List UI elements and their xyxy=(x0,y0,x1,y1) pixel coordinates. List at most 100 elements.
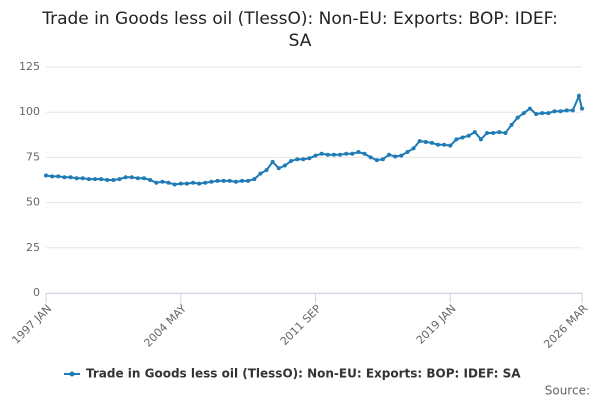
legend-label: Trade in Goods less oil (TlessO): Non-EU… xyxy=(86,367,521,381)
source: Source: xyxy=(545,384,590,398)
point xyxy=(86,177,91,182)
point xyxy=(393,154,398,159)
point xyxy=(546,111,551,116)
point xyxy=(295,157,300,162)
y-tick-label: 50 xyxy=(26,196,40,209)
point xyxy=(576,93,581,98)
point xyxy=(319,151,324,156)
x-tick-label: 2019 JAN xyxy=(414,302,459,347)
point xyxy=(580,106,584,111)
point xyxy=(466,133,471,138)
point xyxy=(227,178,232,183)
point xyxy=(74,176,79,181)
point xyxy=(203,180,208,185)
point xyxy=(191,180,196,185)
point xyxy=(448,143,453,148)
y-tick-label: 100 xyxy=(19,105,40,118)
point xyxy=(62,175,67,180)
point xyxy=(289,159,294,164)
x-tick-label: 2011 SEP xyxy=(278,302,324,348)
point xyxy=(331,152,336,157)
point xyxy=(570,108,575,113)
point xyxy=(142,176,147,181)
point xyxy=(105,178,110,182)
point xyxy=(117,177,122,182)
point xyxy=(436,142,441,147)
point xyxy=(374,158,379,163)
point xyxy=(344,151,349,156)
point xyxy=(429,140,434,145)
point xyxy=(405,149,410,154)
point xyxy=(485,130,490,135)
point xyxy=(368,155,373,160)
point xyxy=(515,115,520,120)
point xyxy=(129,175,134,180)
point xyxy=(399,153,404,158)
point xyxy=(221,178,226,183)
point xyxy=(154,180,159,185)
point xyxy=(338,152,343,157)
point xyxy=(50,174,55,179)
point xyxy=(362,151,367,156)
point xyxy=(111,178,116,182)
point xyxy=(564,108,569,113)
point xyxy=(442,142,447,147)
point xyxy=(509,122,514,127)
point xyxy=(68,175,73,180)
point xyxy=(166,180,171,185)
point xyxy=(246,178,251,183)
point xyxy=(552,109,557,114)
point xyxy=(56,174,61,179)
y-tick-label: 25 xyxy=(26,241,40,254)
point xyxy=(491,130,496,135)
point xyxy=(356,149,361,154)
point xyxy=(160,179,165,184)
legend-marker xyxy=(69,371,75,377)
point xyxy=(350,151,355,156)
point xyxy=(135,176,140,181)
x-tick-label: 2004 MAY xyxy=(141,302,189,350)
point xyxy=(527,106,532,111)
point xyxy=(99,177,104,182)
point xyxy=(44,173,48,178)
point xyxy=(540,111,545,116)
point xyxy=(215,178,220,183)
point xyxy=(503,130,508,135)
y-tick-label: 0 xyxy=(33,286,40,299)
point xyxy=(411,146,416,151)
point xyxy=(497,130,502,135)
point xyxy=(313,153,318,158)
point xyxy=(307,156,312,161)
point xyxy=(454,137,459,142)
point xyxy=(301,157,306,162)
point xyxy=(282,163,287,168)
point xyxy=(178,181,183,186)
point xyxy=(325,152,330,157)
point xyxy=(252,177,257,182)
point xyxy=(240,178,245,183)
x-tick-label: 2026 MAR xyxy=(541,302,590,351)
point xyxy=(534,112,539,117)
point xyxy=(148,178,153,182)
point xyxy=(264,168,269,173)
point xyxy=(423,140,428,145)
point xyxy=(460,135,465,140)
x-tick-label: 1997 JAN xyxy=(9,302,54,347)
point xyxy=(258,171,263,176)
point xyxy=(270,159,275,164)
chart-title: Trade in Goods less oil (TlessO): Non-EU… xyxy=(42,9,558,51)
point xyxy=(172,182,177,187)
point xyxy=(521,111,526,116)
point xyxy=(184,181,189,186)
point xyxy=(387,152,392,157)
y-tick-label: 75 xyxy=(26,150,40,163)
point xyxy=(93,177,98,182)
point xyxy=(478,137,483,142)
point xyxy=(380,157,385,162)
series-line xyxy=(45,92,583,186)
point xyxy=(80,176,85,181)
point xyxy=(472,130,477,135)
point xyxy=(209,179,214,184)
